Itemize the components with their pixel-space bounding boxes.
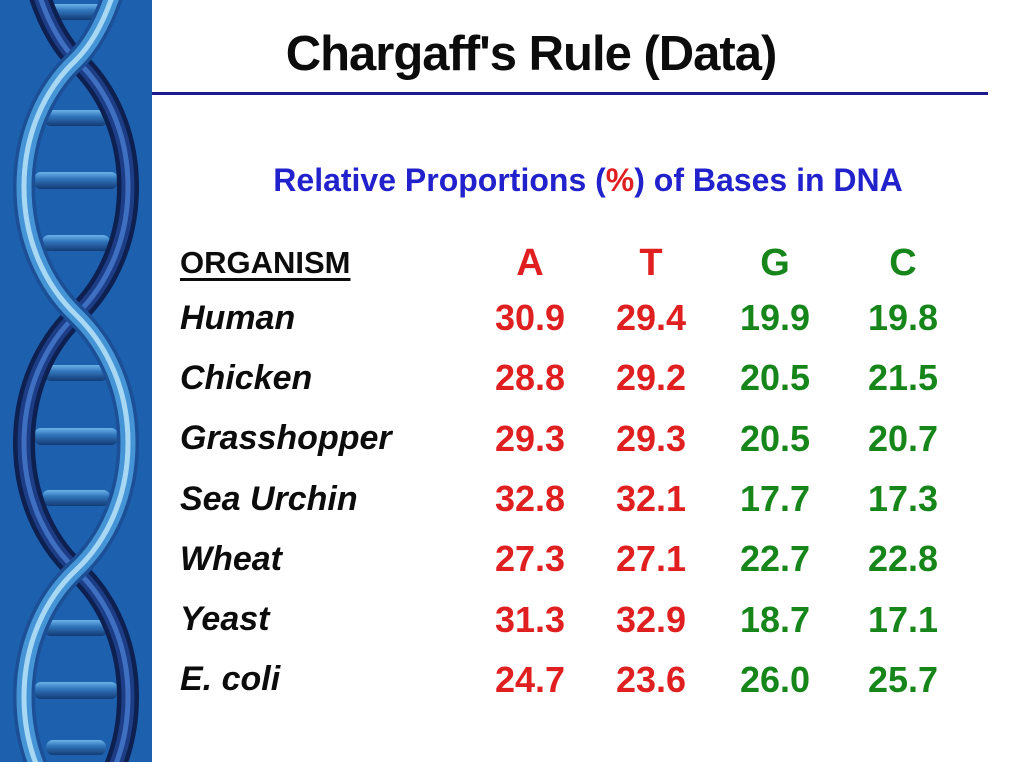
column-header-thymine: T xyxy=(639,241,663,284)
table-cell: 20.5 xyxy=(739,417,811,459)
table-cell: 27.3 xyxy=(494,538,566,580)
helix-rungs xyxy=(34,4,118,755)
table-row-organism: Wheat xyxy=(180,539,282,578)
table-cell: 18.7 xyxy=(739,598,811,640)
table-cell: 29.3 xyxy=(494,417,566,459)
helix-strand-light xyxy=(12,0,140,762)
table-cell: 24.7 xyxy=(494,658,566,700)
table-cell: 22.7 xyxy=(739,538,811,580)
table-cell: 27.1 xyxy=(615,538,687,580)
table-cell: 17.3 xyxy=(867,478,939,520)
table-cell: 26.0 xyxy=(739,658,811,700)
table-row-organism: Chicken xyxy=(180,358,313,397)
table-cell: 19.9 xyxy=(739,297,811,339)
table-cell: 30.9 xyxy=(494,297,566,339)
column-header-adenine: A xyxy=(516,241,544,284)
subtitle-percent: % xyxy=(605,162,635,198)
dna-helix-icon xyxy=(0,0,152,762)
table-row-organism: Grasshopper xyxy=(180,419,392,458)
subtitle-prefix: Relative Proportions ( xyxy=(273,162,606,198)
table-cell: 32.8 xyxy=(494,478,566,520)
table-cell: 29.4 xyxy=(615,297,687,339)
helix-strand-dark xyxy=(12,0,140,762)
subtitle-suffix: ) of Bases in DNA xyxy=(634,162,903,198)
title-underline-divider xyxy=(152,92,988,95)
table-row-organism: E. coli xyxy=(180,660,281,699)
table-row-organism: Yeast xyxy=(180,600,270,639)
table-cell: 21.5 xyxy=(867,357,939,399)
column-header-organism: ORGANISM xyxy=(180,245,351,280)
page-title: Chargaff's Rule (Data) xyxy=(285,27,778,81)
table-row-organism: Human xyxy=(180,298,296,337)
table-cell: 17.7 xyxy=(739,478,811,520)
table-cell: 25.7 xyxy=(867,658,939,700)
table-cell: 20.5 xyxy=(739,357,811,399)
table-cell: 23.6 xyxy=(615,658,687,700)
table-row-organism: Sea Urchin xyxy=(180,479,358,518)
table-cell: 32.9 xyxy=(615,598,687,640)
table-cell: 19.8 xyxy=(867,297,939,339)
column-header-guanine: G xyxy=(760,241,790,284)
table-cell: 20.7 xyxy=(867,417,939,459)
table-cell: 17.1 xyxy=(867,598,939,640)
dna-helix-graphic xyxy=(0,0,152,762)
column-header-cytosine: C xyxy=(889,241,917,284)
base-proportions-table: ORGANISM A T G C Human 30.9 29.4 19.9 19… xyxy=(180,238,968,710)
table-cell: 29.3 xyxy=(615,417,687,459)
table-cell: 29.2 xyxy=(615,357,687,399)
table-cell: 32.1 xyxy=(615,478,687,520)
table-cell: 31.3 xyxy=(494,598,566,640)
table-cell: 28.8 xyxy=(494,357,566,399)
subtitle: Relative Proportions (%) of Bases in DNA xyxy=(152,162,1024,199)
table-cell: 22.8 xyxy=(867,538,939,580)
